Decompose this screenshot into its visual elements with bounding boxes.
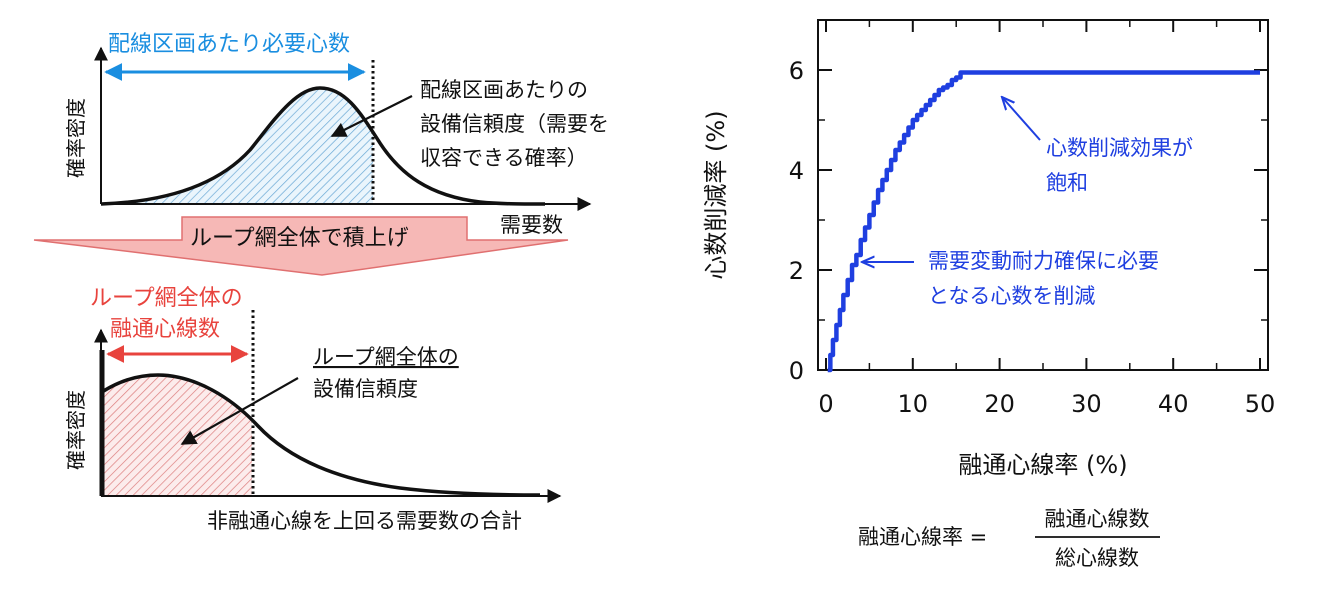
bottom-annotation-line-2: 設備信頼度 xyxy=(313,377,418,401)
top-annotation-line-2: 設備信頼度（需要を xyxy=(420,112,609,136)
top-reliability-area xyxy=(101,88,373,204)
saturation-annotation-line-1: 心数削減効果が xyxy=(1046,136,1193,160)
bottom-annotation: ループ網全体の 設備信頼度 xyxy=(313,345,465,401)
top-distribution-curve xyxy=(100,86,546,206)
y-tick-label: 6 xyxy=(789,57,804,85)
x-ticks: 0 10 20 30 40 50 xyxy=(818,20,1275,418)
top-annotation-line-3: 収容できる確率） xyxy=(420,146,588,170)
y-tick-label: 0 xyxy=(789,357,804,385)
x-tick-label: 30 xyxy=(1071,390,1102,418)
x-tick-label: 10 xyxy=(898,390,929,418)
saturation-pointer xyxy=(1002,97,1041,141)
top-distribution-diagram: 配線区画あたり必要心数 確率密度 需要数 配線区画あたりの 設備信頼度（需要を … xyxy=(64,32,616,237)
top-annotation-pointer xyxy=(330,95,413,137)
bottom-annotation-line-1: ループ網全体の xyxy=(313,345,459,369)
y-tick-label: 2 xyxy=(789,257,804,285)
reduction-annotation: 需要変動耐力確保に必要 となる心数を削減 xyxy=(928,249,1166,308)
chart-y-label: 心数削減率 (%) xyxy=(702,110,730,279)
chart-x-label: 融通心線率 (%) xyxy=(958,451,1127,479)
formula-lhs: 融通心線率 = xyxy=(858,525,987,549)
bottom-distribution-diagram: ループ網全体の 融通心線数 確率密度 非融通心線を上回る需要数の合計 ループ網全… xyxy=(64,286,562,533)
top-x-label: 需要数 xyxy=(500,213,563,237)
reduction-annotation-line-1: 需要変動耐力確保に必要 xyxy=(928,249,1159,273)
bottom-y-label: 確率密度 xyxy=(64,390,88,470)
y-tick-label: 4 xyxy=(789,157,804,185)
aggregation-transition: ループ網全体で積上げ xyxy=(33,216,569,276)
saturation-annotation-line-2: 飽和 xyxy=(1046,171,1088,195)
x-tick-label: 20 xyxy=(984,390,1015,418)
top-annotation-line-1: 配線区画あたりの xyxy=(420,78,588,102)
transition-label: ループ網全体で積上げ xyxy=(190,226,409,251)
top-y-label: 確率密度 xyxy=(64,98,88,178)
x-tick-label: 0 xyxy=(818,390,833,418)
bottom-title: ループ網全体の 融通心線数 xyxy=(90,286,250,342)
x-tick-label: 50 xyxy=(1245,390,1276,418)
reduction-chart: 0 10 20 30 40 50 0 2 4 6 融通心線率 (%) 心数削減率 (%) 心数削… xyxy=(702,19,1275,479)
y-ticks: 0 2 4 6 xyxy=(789,57,1268,385)
saturation-annotation: 心数削減効果が 飽和 xyxy=(1046,136,1200,195)
transition-arrow-shape xyxy=(33,216,569,276)
top-title: 配線区画あたり必要心数 xyxy=(108,32,350,57)
bottom-title-line-2: 融通心線数 xyxy=(110,317,220,342)
reduction-annotation-line-2: となる心数を削減 xyxy=(928,284,1095,308)
reduction-series-line xyxy=(827,70,1260,373)
bottom-annotation-pointer xyxy=(180,377,299,445)
formula-numerator: 融通心線数 xyxy=(1045,507,1150,531)
bottom-reliability-area xyxy=(101,375,252,496)
bottom-title-line-1: ループ網全体の xyxy=(90,286,243,311)
top-annotation: 配線区画あたりの 設備信頼度（需要を 収容できる確率） xyxy=(420,78,616,170)
bottom-distribution-curve xyxy=(101,373,541,497)
x-tick-label: 40 xyxy=(1158,390,1189,418)
formula: 融通心線率 = 融通心線数 総心線数 xyxy=(858,507,1160,570)
formula-denominator: 総心線数 xyxy=(1055,546,1139,570)
bottom-x-label: 非融通心線を上回る需要数の合計 xyxy=(207,509,522,533)
